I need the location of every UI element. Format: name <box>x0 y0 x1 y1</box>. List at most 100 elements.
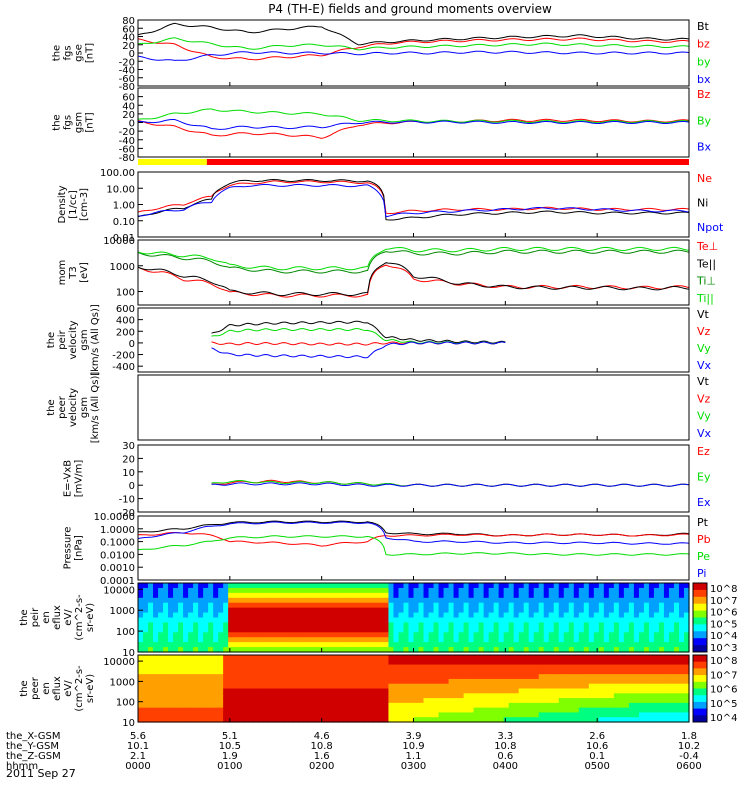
spectrogram-cell <box>468 664 475 670</box>
spectrogram-cell <box>398 642 405 648</box>
spectrogram-cell <box>543 693 550 699</box>
spectrogram-cell <box>628 627 635 633</box>
spectrogram-cell <box>153 674 159 680</box>
spectrogram-cell <box>433 587 440 594</box>
spectrogram-cell <box>658 678 665 685</box>
spectrogram-cell <box>268 617 274 624</box>
spectrogram-cell <box>373 693 380 699</box>
x-tick-value: 3.9 <box>406 731 422 742</box>
spectrogram-cell <box>178 607 184 614</box>
spectrogram-cell <box>478 669 485 675</box>
spectrogram-cell <box>393 617 400 624</box>
spectrogram-cell <box>148 602 154 609</box>
spectrogram-cell <box>623 698 630 704</box>
spectrogram-cell <box>593 602 600 609</box>
legend-entry: Vx <box>697 427 712 440</box>
spectrogram-cell <box>508 632 515 638</box>
spectrogram-cell <box>408 674 415 680</box>
spectrogram-cell <box>683 617 690 624</box>
spectrogram-cell <box>423 664 430 670</box>
spectrogram-cell <box>243 587 249 594</box>
spectrogram-cell <box>483 607 490 614</box>
spectrogram-cell <box>583 693 590 699</box>
spectrogram-cell <box>468 627 475 633</box>
spectrogram-cell <box>538 717 545 723</box>
spectrogram-cell <box>473 602 480 609</box>
spectrogram-cell <box>258 674 264 680</box>
spectrogram-cell <box>513 622 520 628</box>
spectrogram-cell <box>498 688 505 694</box>
spectrogram-cell <box>478 587 485 594</box>
spectrogram-cell <box>563 717 570 723</box>
spectrogram-cell <box>663 688 670 694</box>
spectrogram-cell <box>568 627 575 633</box>
spectrogram-cell <box>358 655 365 661</box>
spectrogram-cell <box>163 717 169 723</box>
spectrogram-cell <box>478 655 485 661</box>
spectrogram-cell <box>248 583 254 589</box>
spectrogram-cell <box>418 587 425 594</box>
spectrogram-cell <box>188 688 194 694</box>
spectrogram-cell <box>208 683 214 690</box>
spectrogram-cell <box>253 612 259 619</box>
spectrogram-cell <box>593 592 600 599</box>
spectrogram-cell <box>383 617 390 624</box>
spectrogram-cell <box>568 659 575 666</box>
panel-frame <box>137 239 690 306</box>
spectrogram-cell <box>138 622 144 628</box>
spectrogram-cell <box>433 698 440 704</box>
spectrogram-cell <box>238 597 244 604</box>
spectrogram-cell <box>488 712 495 718</box>
spectrogram-cell <box>388 632 395 638</box>
spectrogram-cell <box>308 678 314 685</box>
spectrogram-cell <box>348 607 354 614</box>
spectrogram-cell <box>583 683 590 690</box>
spectrogram-cell <box>278 627 284 633</box>
spectrogram-cell <box>613 642 620 648</box>
spectrogram-cell <box>213 612 219 619</box>
spectrogram-cell <box>473 678 480 685</box>
spectrogram-cell <box>623 587 630 594</box>
spectrogram-cell <box>203 664 209 670</box>
spectrogram-cell <box>248 587 254 594</box>
spectrogram-cell <box>553 642 560 648</box>
spectrogram-cell <box>433 674 440 680</box>
spectrogram-cell <box>508 637 515 643</box>
spectrogram-cell <box>533 669 540 675</box>
spectrogram-cell <box>613 712 620 718</box>
spectrogram-cell <box>513 664 520 670</box>
spectrogram-cell <box>253 664 259 670</box>
spectrogram-cell <box>593 688 600 694</box>
spectrogram-cell <box>573 674 580 680</box>
spectrogram-cell <box>463 642 470 648</box>
spectrogram-cell <box>508 627 515 633</box>
x-row-label: the_Z-GSM <box>6 751 61 762</box>
spectrogram-cell <box>258 617 264 624</box>
spectrogram-cell <box>318 607 324 614</box>
spectrogram-cell <box>193 622 199 628</box>
spectrogram-cell <box>528 712 535 718</box>
spectrogram-cell <box>348 712 354 718</box>
spectrogram-cell <box>663 617 670 624</box>
spectrogram-cell <box>498 622 505 628</box>
spectrogram-cell <box>598 637 605 643</box>
spectrogram-cell <box>248 607 254 614</box>
spectrogram-cell <box>563 664 570 670</box>
spectrogram-cell <box>168 612 174 619</box>
spectrogram-cell <box>483 642 490 648</box>
y-tick-label: 10000 <box>103 657 135 668</box>
y-axis-label: thepeerenefluxeV/(cm^2-s-sr-eV) <box>19 665 96 712</box>
spectrogram-cell <box>278 617 284 624</box>
spectrogram-cell <box>388 607 395 614</box>
spectrogram-cell <box>193 674 199 680</box>
spectrogram-cell <box>463 659 470 666</box>
spectrogram-cell <box>313 678 319 685</box>
spectrogram-cell <box>663 632 670 638</box>
spectrogram-cell <box>533 637 540 643</box>
y-tick-label: 20 <box>122 110 135 121</box>
spectrogram-cell <box>558 587 565 594</box>
spectrogram-cell <box>563 597 570 604</box>
y-tick-label: 100 <box>116 627 135 638</box>
spectrogram-cell <box>643 698 650 704</box>
spectrogram-cell <box>523 607 530 614</box>
